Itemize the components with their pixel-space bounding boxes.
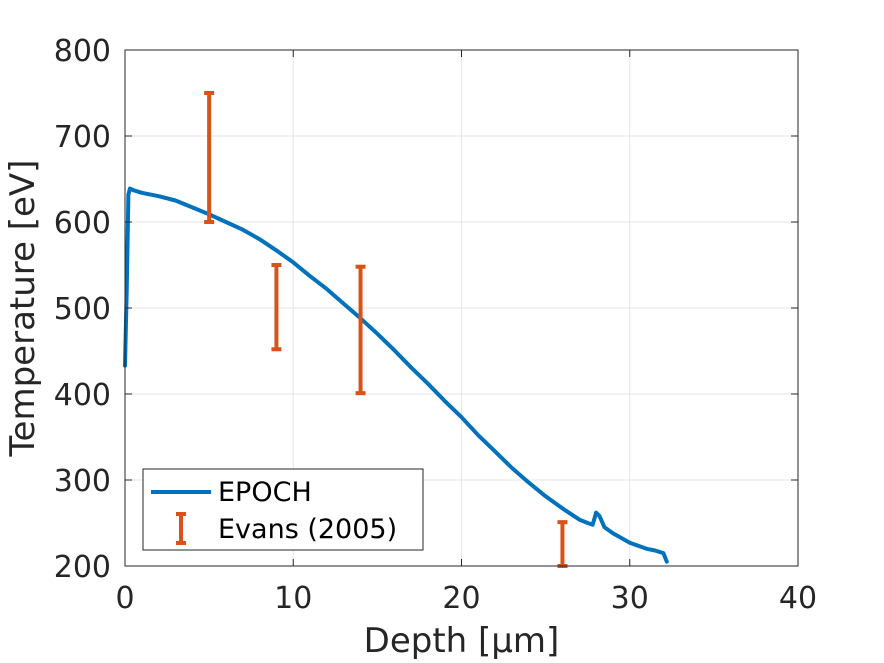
- axis-ticks: 0 10 20 30 40 200 300 400 500 600 700 800: [54, 34, 817, 616]
- legend: EPOCH Evans (2005): [142, 468, 424, 551]
- legend-evans-swatch: [176, 512, 186, 545]
- y-tick-label: 700: [54, 120, 111, 155]
- x-tick-label: 30: [611, 581, 649, 616]
- x-tick-label: 0: [115, 581, 134, 616]
- x-tick-label: 40: [779, 581, 817, 616]
- y-tick-label: 200: [54, 550, 111, 585]
- y-tick-label: 300: [54, 464, 111, 499]
- legend-epoch-label: EPOCH: [218, 477, 312, 508]
- x-tick-label: 10: [274, 581, 312, 616]
- evans-errorbar: [271, 263, 282, 352]
- evans-errorbar: [355, 264, 366, 396]
- evans-errorbar: [204, 91, 215, 224]
- x-tick-label: 20: [442, 581, 480, 616]
- x-axis-title: Depth [μm]: [364, 621, 560, 661]
- epoch-series-line: [123, 186, 669, 564]
- y-tick-label: 400: [54, 378, 111, 413]
- legend-box: [142, 468, 424, 551]
- y-axis-title: Temperature [eV]: [3, 160, 43, 458]
- plot-area: [123, 91, 669, 568]
- y-tick-label: 800: [54, 34, 111, 69]
- y-tick-label: 600: [54, 206, 111, 241]
- legend-evans-label: Evans (2005): [218, 514, 397, 545]
- y-tick-label: 500: [54, 292, 111, 327]
